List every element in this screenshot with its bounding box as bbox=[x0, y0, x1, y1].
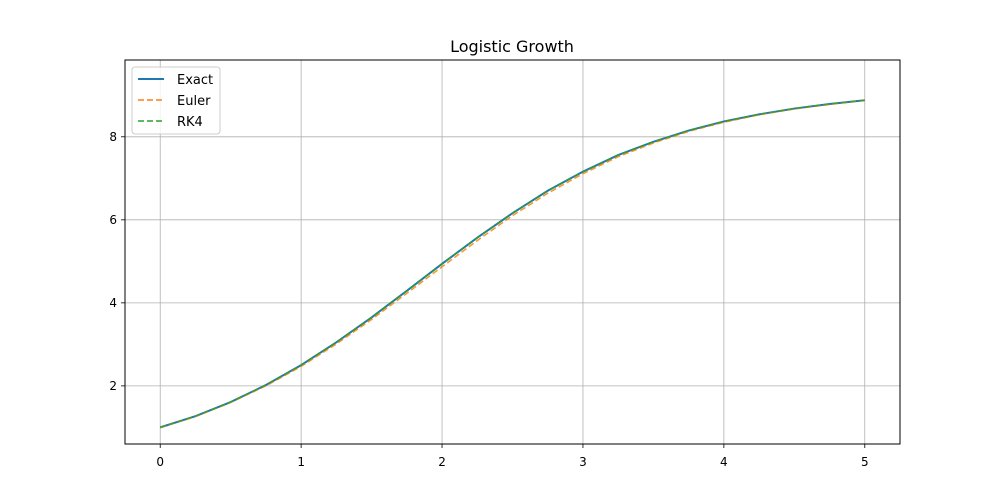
x-tick-label: 5 bbox=[861, 455, 869, 469]
legend-label-euler: Euler bbox=[177, 94, 211, 109]
legend-box bbox=[131, 66, 221, 135]
axis-ticks: 0 1 2 3 4 5 2 4 6 8 bbox=[109, 130, 868, 469]
series-line-rk4 bbox=[160, 99, 865, 429]
series-line-euler bbox=[160, 99, 865, 429]
y-tick-label: 2 bbox=[109, 379, 117, 393]
y-tick-label: 6 bbox=[109, 213, 117, 227]
grid bbox=[125, 60, 900, 444]
series-lines bbox=[159, 99, 865, 429]
x-tick-label: 1 bbox=[297, 455, 305, 469]
x-tick-label: 3 bbox=[579, 455, 587, 469]
legend: Exact Euler RK4 bbox=[131, 66, 221, 135]
legend-label-rk4: RK4 bbox=[177, 115, 203, 130]
x-tick-label: 2 bbox=[438, 455, 446, 469]
y-tick-label: 8 bbox=[109, 130, 117, 144]
x-tick-label: 0 bbox=[156, 455, 164, 469]
y-tick-label: 4 bbox=[109, 296, 117, 310]
chart-title: Logistic Growth bbox=[450, 37, 574, 56]
x-tick-label: 4 bbox=[720, 455, 728, 469]
plot-area-frame bbox=[124, 59, 901, 445]
series-line-exact bbox=[159, 99, 865, 429]
legend-label-exact: Exact bbox=[177, 73, 213, 88]
